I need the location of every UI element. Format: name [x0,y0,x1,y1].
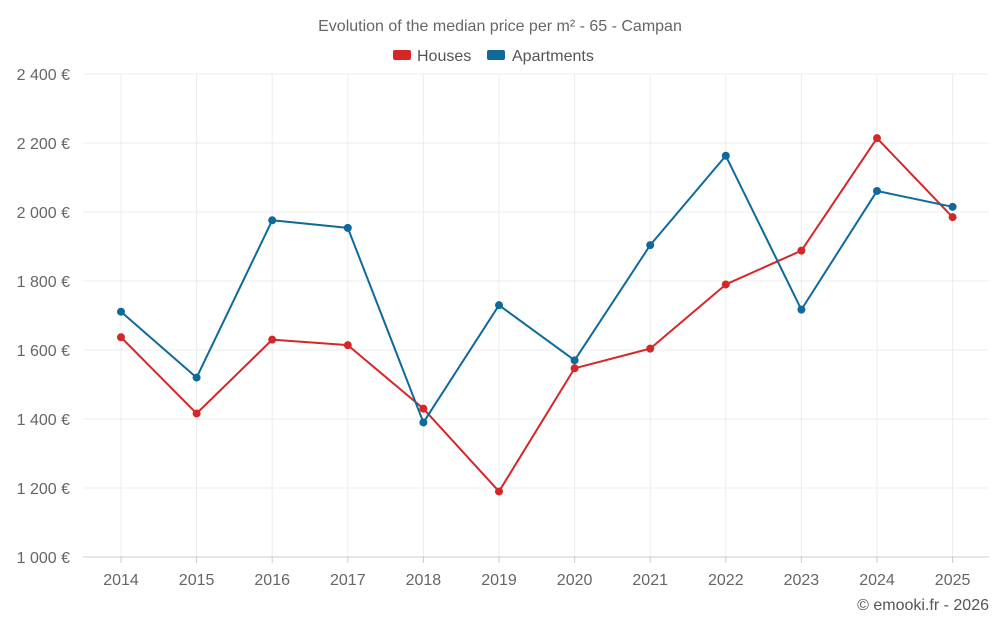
x-tick-label: 2019 [481,572,517,589]
data-point-apartments [117,307,125,316]
y-tick-label: 1 800 € [17,274,70,291]
series-line-houses [120,137,954,493]
data-point-apartments [495,301,503,310]
data-point-apartments [948,202,957,211]
x-tick-label: 2015 [179,572,215,589]
legend-label-apartments: Apartments [512,48,594,65]
data-point-apartments [343,223,352,232]
data-point-houses [948,213,957,222]
series-layer [117,134,957,496]
data-point-houses [646,344,655,353]
data-point-houses [570,364,579,373]
data-point-houses [873,134,881,143]
data-point-apartments [646,241,655,250]
data-point-houses [419,404,428,413]
x-tick-label: 2018 [406,572,442,589]
data-point-apartments [570,356,579,365]
chart-title: Evolution of the median price per m² - 6… [318,18,682,35]
x-tick-label: 2023 [784,572,820,589]
data-point-apartments [192,373,201,382]
legend: Houses Apartments [393,48,594,65]
x-tick-label: 2022 [708,572,744,589]
data-point-houses [192,409,201,418]
x-tick-label: 2016 [254,572,290,589]
data-point-houses [797,246,806,255]
data-point-houses [117,333,125,342]
series-line-apartments [120,154,953,424]
y-tick-label: 1 200 € [17,481,70,498]
x-tick-label: 2020 [557,572,593,589]
data-point-houses [495,487,503,496]
axes: 1 000 € 1 200 € 1 400 € 1 600 € 1 800 € 2 000… [17,67,989,589]
y-tick-label: 2 200 € [17,136,70,153]
y-tick-label: 1 000 € [17,550,70,567]
y-tick-label: 2 400 € [17,67,70,84]
legend-swatch-apartments [487,50,505,60]
legend-swatch-houses [393,50,411,60]
x-tick-label: 2014 [103,572,139,589]
footer-credit: © emooki.fr - 2026 [857,597,989,614]
x-tick-label: 2017 [330,572,366,589]
data-point-houses [343,341,352,350]
x-tick-label: 2025 [935,572,971,589]
y-tick-label: 2 000 € [17,205,70,222]
x-tick-label: 2021 [632,572,668,589]
data-point-apartments [268,216,277,225]
data-point-apartments [797,305,806,314]
data-point-apartments [721,151,730,160]
legend-label-houses: Houses [417,48,471,65]
data-point-apartments [873,186,881,195]
y-tick-label: 1 600 € [17,343,70,360]
data-point-apartments [419,418,428,427]
y-tick-label: 1 400 € [17,412,70,429]
x-tick-label: 2024 [859,572,895,589]
data-point-houses [721,280,730,289]
grid [83,73,989,557]
data-point-houses [268,335,277,344]
